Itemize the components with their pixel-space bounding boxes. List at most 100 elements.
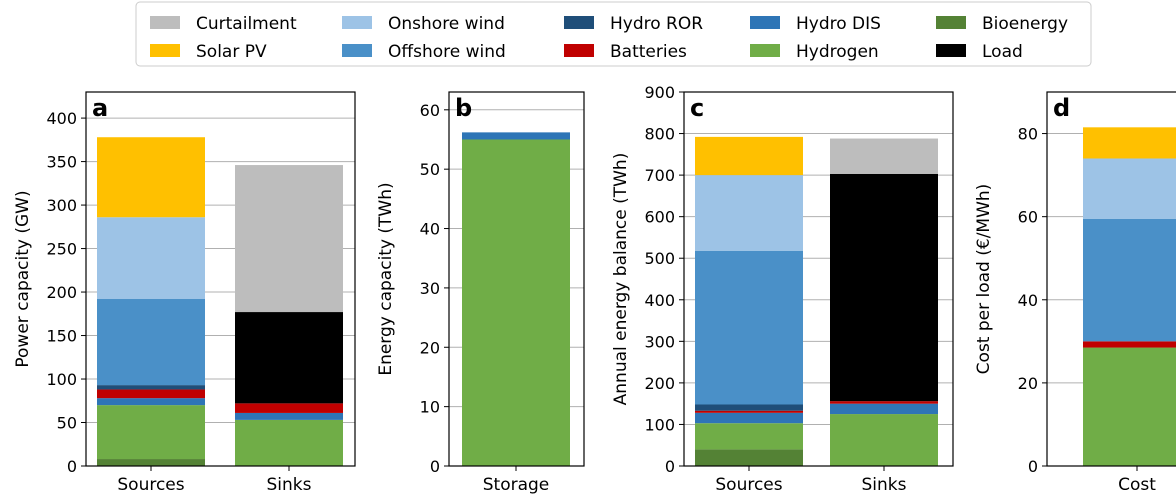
y-tick-label: 10 (420, 398, 440, 417)
y-tick-label: 350 (46, 153, 77, 172)
bar-sinks-curtailment (235, 165, 343, 313)
bar-sources-hydro-dis (695, 412, 803, 424)
legend-label-offshore-wind: Offshore wind (388, 42, 506, 62)
legend-swatch-batteries (564, 44, 594, 57)
legend-label-load: Load (982, 42, 1023, 62)
y-tick-label: 400 (644, 291, 675, 310)
bar-cost-solar-pv (1083, 127, 1176, 159)
bar-sinks-hydro-dis (235, 412, 343, 420)
legend-label-hydro-ror: Hydro ROR (610, 14, 703, 34)
bar-sources-solar-pv (97, 137, 205, 218)
bar-sinks-curtailment (830, 138, 938, 174)
bar-storage-hydrogen (462, 139, 570, 466)
y-tick-label: 700 (644, 166, 675, 185)
legend-swatch-onshore-wind (342, 16, 372, 29)
bar-sources-hydro-dis (97, 398, 205, 406)
bar-sources-bioenergy (97, 459, 205, 466)
y-tick-label: 100 (644, 415, 675, 434)
y-tick-label: 600 (644, 208, 675, 227)
bar-sources-bioenergy (695, 449, 803, 466)
y-tick-label: 20 (1018, 374, 1038, 393)
axes-frame (683, 91, 954, 467)
legend-swatch-hydro-dis (750, 16, 780, 29)
bar-sources-offshore-wind (695, 250, 803, 405)
bar-sources-onshore-wind (695, 175, 803, 251)
bar-sources-hydro-ror (695, 404, 803, 411)
legend-label-solar-pv: Solar PV (196, 42, 267, 62)
bars (1083, 127, 1176, 466)
bar-cost-offshore-wind (1083, 218, 1176, 342)
y-tick-label: 80 (1018, 125, 1038, 144)
bar-cost-onshore-wind (1083, 158, 1176, 219)
x-tick-label-sinks: Sinks (862, 475, 907, 495)
y-tick-label: 800 (644, 125, 675, 144)
bar-sinks-hydrogen (830, 414, 938, 466)
y-tick-label: 60 (420, 101, 440, 120)
y-tick-label: 40 (1018, 291, 1038, 310)
panel-letter: b (455, 94, 472, 122)
x-tick-label-sources: Sources (117, 475, 184, 495)
y-tick-label: 50 (420, 160, 440, 179)
panel-c: 0 100 200 300 400 500 600 700 800 900 Sources Sinks… (611, 83, 954, 495)
panel-d: 0 20 40 60 80 Cost Cost per load (€/MWh) d (974, 91, 1176, 495)
bar-sinks-hydrogen (235, 419, 343, 466)
bar-sources-batteries (695, 410, 803, 413)
bar-sources-hydro-ror (97, 385, 205, 390)
legend-swatch-bioenergy (936, 16, 966, 29)
y-tick-label: 300 (46, 196, 77, 215)
bar-cost-hydrogen (1083, 347, 1176, 466)
legend-swatch-offshore-wind (342, 44, 372, 57)
legend-label-bioenergy: Bioenergy (982, 14, 1068, 34)
y-tick-label: 150 (46, 327, 77, 346)
bar-sources-batteries (97, 389, 205, 399)
legend-label-hydrogen: Hydrogen (796, 42, 879, 62)
panel-a: 0 50 100 150 200 250 300 350 400 Sources Sinks Powe… (13, 91, 356, 495)
y-tick-label: 20 (420, 338, 440, 357)
y-axis-label: Cost per load (€/MWh) (974, 184, 994, 375)
y-tick-label: 50 (57, 414, 77, 433)
bar-sources-offshore-wind (97, 299, 205, 386)
bar-sources-onshore-wind (97, 217, 205, 300)
y-tick-label: 300 (644, 332, 675, 351)
legend-swatch-hydro-ror (564, 16, 594, 29)
bars (695, 136, 938, 466)
y-tick-label: 0 (430, 457, 440, 476)
legend-swatch-hydrogen (750, 44, 780, 57)
y-tick-label: 200 (644, 374, 675, 393)
axes-frame (85, 91, 356, 467)
legend-swatch-load (936, 44, 966, 57)
y-tick-label: 30 (420, 279, 440, 298)
y-axis-label: Power capacity (GW) (13, 190, 33, 367)
y-tick-label: 100 (46, 370, 77, 389)
legend-label-onshore-wind: Onshore wind (388, 14, 505, 34)
panel-letter: c (690, 94, 704, 122)
y-tick-label: 0 (1028, 457, 1038, 476)
panel-letter: a (92, 94, 108, 122)
legend-frame (135, 1, 1092, 67)
bars (97, 137, 343, 466)
y-tick-label: 200 (46, 283, 77, 302)
y-axis-label: Annual energy balance (TWh) (611, 153, 631, 406)
legend-swatch-solar-pv (150, 44, 180, 57)
legend-label-batteries: Batteries (610, 42, 687, 62)
bar-sources-hydrogen (97, 405, 205, 460)
x-tick-label-cost: Cost (1118, 475, 1156, 495)
bar-sinks-batteries (830, 401, 938, 404)
panel-b: 0 10 20 30 40 50 60 Storage Energy capacity (TWh… (376, 91, 585, 495)
y-tick-label: 500 (644, 249, 675, 268)
y-axis-label: Energy capacity (TWh) (376, 182, 396, 375)
bar-sources-hydrogen (695, 423, 803, 450)
y-tick-label: 0 (665, 457, 675, 476)
y-tick-label: 60 (1018, 208, 1038, 227)
y-tick-label: 250 (46, 240, 77, 259)
bars (462, 132, 570, 466)
legend: Curtailment Solar PV Onshore wind Offshore … (135, 1, 1092, 67)
legend-label-hydro-dis: Hydro DIS (796, 14, 881, 34)
x-tick-label-storage: Storage (483, 475, 550, 495)
panel-letter: d (1053, 94, 1070, 122)
legend-swatch-curtailment (150, 16, 180, 29)
y-tick-label: 0 (67, 457, 77, 476)
bar-storage-hydro-dis (462, 132, 570, 140)
bar-sinks-load (235, 312, 343, 404)
